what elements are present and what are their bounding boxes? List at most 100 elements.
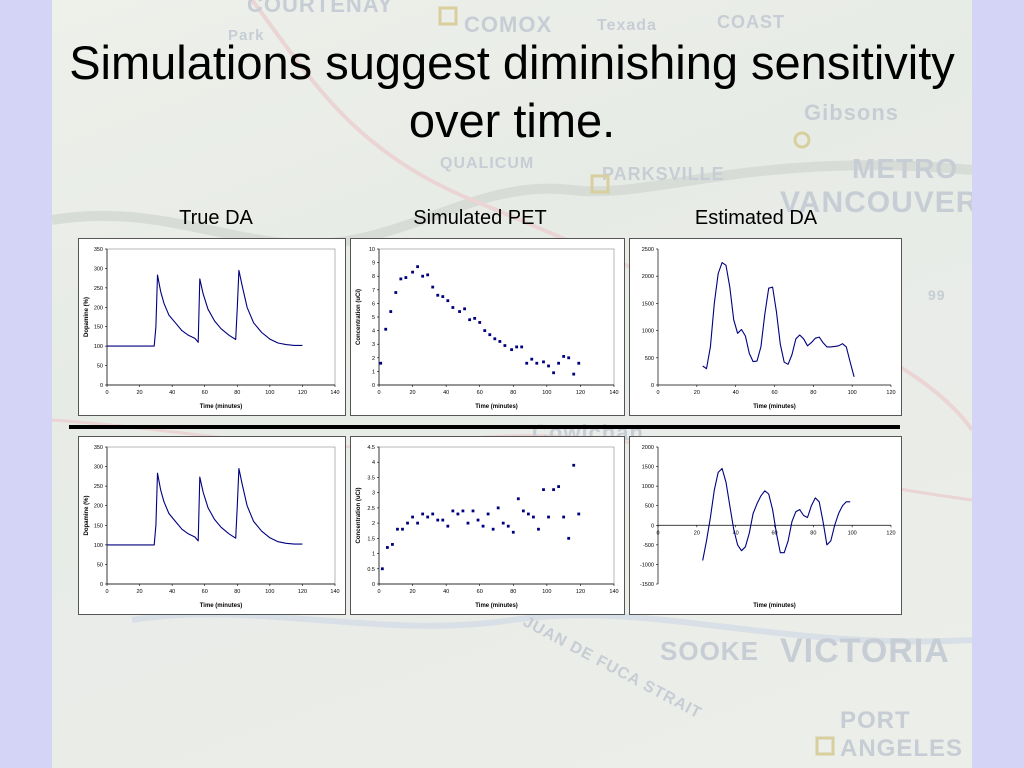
y-tick-label: 150	[94, 523, 103, 529]
data-point	[572, 372, 576, 376]
x-tick-label: 40	[733, 390, 739, 396]
data-point	[488, 333, 492, 337]
y-tick-label: 1000	[642, 329, 654, 335]
map-label: COURTENAY	[247, 0, 393, 17]
plot-frame	[378, 446, 615, 585]
data-point	[441, 518, 445, 522]
data-point	[391, 543, 394, 546]
data-point	[476, 518, 480, 522]
data-point	[486, 512, 490, 516]
column-header-simulated-pet: Simulated PET	[413, 207, 547, 229]
x-tick-label: 80	[234, 390, 240, 396]
x-axis-label: Time (minutes)	[200, 603, 243, 609]
y-tick-label: 2000	[642, 445, 654, 451]
data-point	[516, 497, 520, 501]
data-point	[577, 512, 581, 516]
x-tick-label: 60	[202, 589, 208, 595]
x-tick-label: 80	[510, 390, 516, 396]
x-tick-label: 60	[477, 589, 483, 595]
data-point	[496, 506, 500, 510]
x-tick-label: 20	[137, 589, 143, 595]
y-tick-label: 200	[94, 504, 103, 510]
data-point	[478, 321, 482, 324]
y-tick-label: 1	[372, 369, 375, 375]
x-axis-label: Time (minutes)	[475, 603, 518, 609]
data-point	[520, 345, 524, 349]
y-tick-label: 4	[372, 460, 375, 466]
x-axis-label: Time (minutes)	[200, 404, 243, 410]
y-tick-label: 4.5	[367, 445, 375, 451]
y-tick-label: 2500	[642, 247, 654, 253]
y-tick-label: -1000	[640, 562, 654, 568]
map-label: PORT	[840, 707, 911, 734]
x-tick-label: 100	[542, 589, 551, 595]
x-tick-label: 120	[576, 589, 585, 595]
y-tick-label: 200	[94, 305, 103, 311]
data-point	[515, 345, 519, 349]
y-tick-label: 0	[100, 383, 103, 389]
x-axis-label: Time (minutes)	[475, 404, 518, 410]
x-tick-label: 60	[477, 390, 483, 396]
data-point	[401, 527, 404, 531]
series-line	[702, 467, 851, 561]
x-tick-label: 20	[410, 390, 416, 396]
y-tick-label: 350	[94, 247, 103, 253]
data-point	[431, 285, 435, 289]
data-point	[451, 306, 455, 309]
y-tick-label: 300	[94, 266, 103, 272]
data-point	[463, 307, 467, 311]
y-tick-label: 1000	[642, 484, 654, 490]
map-marker	[438, 6, 458, 26]
x-tick-label: 20	[137, 390, 143, 396]
x-tick-label: 60	[771, 390, 777, 396]
x-tick-label: 100	[265, 390, 274, 396]
x-tick-label: 20	[694, 530, 700, 536]
data-point	[547, 364, 550, 368]
chart-panel-estimated-da-bottom: -1500 -1000 -500 0 500 1000 1500 2000 0 20 40 60 80 1…	[629, 436, 902, 615]
y-tick-label: 4	[372, 329, 375, 335]
series-line	[107, 467, 303, 546]
data-point	[525, 361, 529, 365]
y-tick-label: 100	[94, 344, 103, 350]
y-tick-label: -1500	[640, 582, 654, 588]
y-axis-label: Dopamine (%)	[84, 297, 90, 337]
map-label: VICTORIA	[780, 632, 950, 670]
map-coast-1	[52, 160, 972, 250]
map-label: Park	[228, 27, 265, 44]
section-divider	[69, 425, 900, 429]
y-axis-label: Dopamine (%)	[84, 495, 90, 535]
data-point	[389, 310, 393, 313]
y-tick-label: 6	[372, 301, 375, 307]
data-point	[535, 361, 539, 365]
slide: COURTENAY COMOX Texada COAST Park Gibson…	[52, 0, 972, 768]
x-tick-label: 0	[377, 589, 380, 595]
data-point	[406, 521, 409, 525]
map-label: COAST	[717, 12, 785, 32]
data-point	[572, 463, 576, 467]
map-label: VANCOUVER	[780, 186, 972, 219]
data-point	[458, 310, 461, 313]
y-axis-label: Concentration (uCi)	[356, 289, 362, 345]
y-tick-label: 250	[94, 286, 103, 292]
plot-frame	[106, 248, 336, 386]
map-road-3	[131, 611, 972, 645]
data-point	[451, 509, 455, 513]
data-point	[562, 355, 566, 358]
y-tick-label: 500	[645, 504, 654, 510]
x-tick-label: 40	[733, 530, 739, 536]
chart-simulated-pet-bottom: 0 0.5 1 1.5 2 2.5 3 3.5 4 4.5 0 20 40 60 80 100 120 140 Ti…	[356, 445, 619, 609]
x-tick-label: 80	[510, 589, 516, 595]
map-label: PARKSVILLE	[602, 164, 725, 184]
y-tick-label: -500	[643, 543, 654, 549]
y-tick-label: 0	[100, 582, 103, 588]
y-tick-label: 150	[94, 325, 103, 331]
y-tick-label: 0	[651, 523, 654, 529]
x-axis-label: Time (minutes)	[753, 603, 796, 609]
chart-panel-simulated-pet-top: 0 1 2 3 4 5 6 7 8 9 10 0 20 40 60 80 100 120 140 Time (minu…	[350, 238, 625, 416]
map-label: JUAN DE FUCA STRAIT	[520, 614, 704, 723]
x-tick-label: 100	[542, 390, 551, 396]
x-tick-label: 140	[609, 589, 618, 595]
y-tick-label: 8	[372, 274, 375, 280]
x-tick-label: 140	[330, 390, 339, 396]
